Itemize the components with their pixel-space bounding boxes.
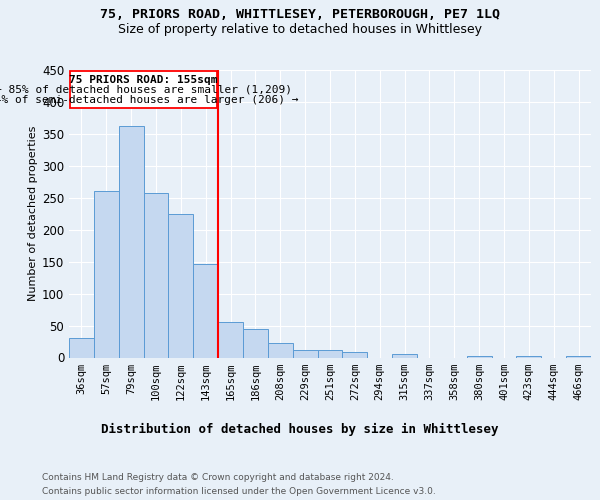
FancyBboxPatch shape	[70, 72, 217, 108]
Bar	[467, 356, 491, 358]
Bar	[94, 192, 119, 358]
Bar	[218, 322, 243, 358]
Y-axis label: Number of detached properties: Number of detached properties	[28, 126, 38, 302]
Bar	[317, 350, 343, 358]
Bar	[119, 126, 143, 358]
Text: Distribution of detached houses by size in Whittlesey: Distribution of detached houses by size …	[101, 422, 499, 436]
Bar	[169, 214, 193, 358]
Bar	[293, 350, 317, 358]
Bar	[268, 344, 293, 357]
Bar	[69, 338, 94, 357]
Text: 75, PRIORS ROAD, WHITTLESEY, PETERBOROUGH, PE7 1LQ: 75, PRIORS ROAD, WHITTLESEY, PETERBOROUG…	[100, 8, 500, 20]
Bar	[392, 354, 417, 358]
Text: Contains HM Land Registry data © Crown copyright and database right 2024.: Contains HM Land Registry data © Crown c…	[42, 472, 394, 482]
Text: Contains public sector information licensed under the Open Government Licence v3: Contains public sector information licen…	[42, 488, 436, 496]
Bar	[566, 356, 591, 358]
Bar	[517, 356, 541, 358]
Text: 14% of semi-detached houses are larger (206) →: 14% of semi-detached houses are larger (…	[0, 95, 299, 105]
Bar	[243, 330, 268, 357]
Bar	[193, 264, 218, 358]
Bar	[343, 352, 367, 358]
Bar	[143, 194, 169, 358]
Text: ← 85% of detached houses are smaller (1,209): ← 85% of detached houses are smaller (1,…	[0, 85, 292, 95]
Text: 75 PRIORS ROAD: 155sqm: 75 PRIORS ROAD: 155sqm	[70, 75, 218, 85]
Text: Size of property relative to detached houses in Whittlesey: Size of property relative to detached ho…	[118, 22, 482, 36]
